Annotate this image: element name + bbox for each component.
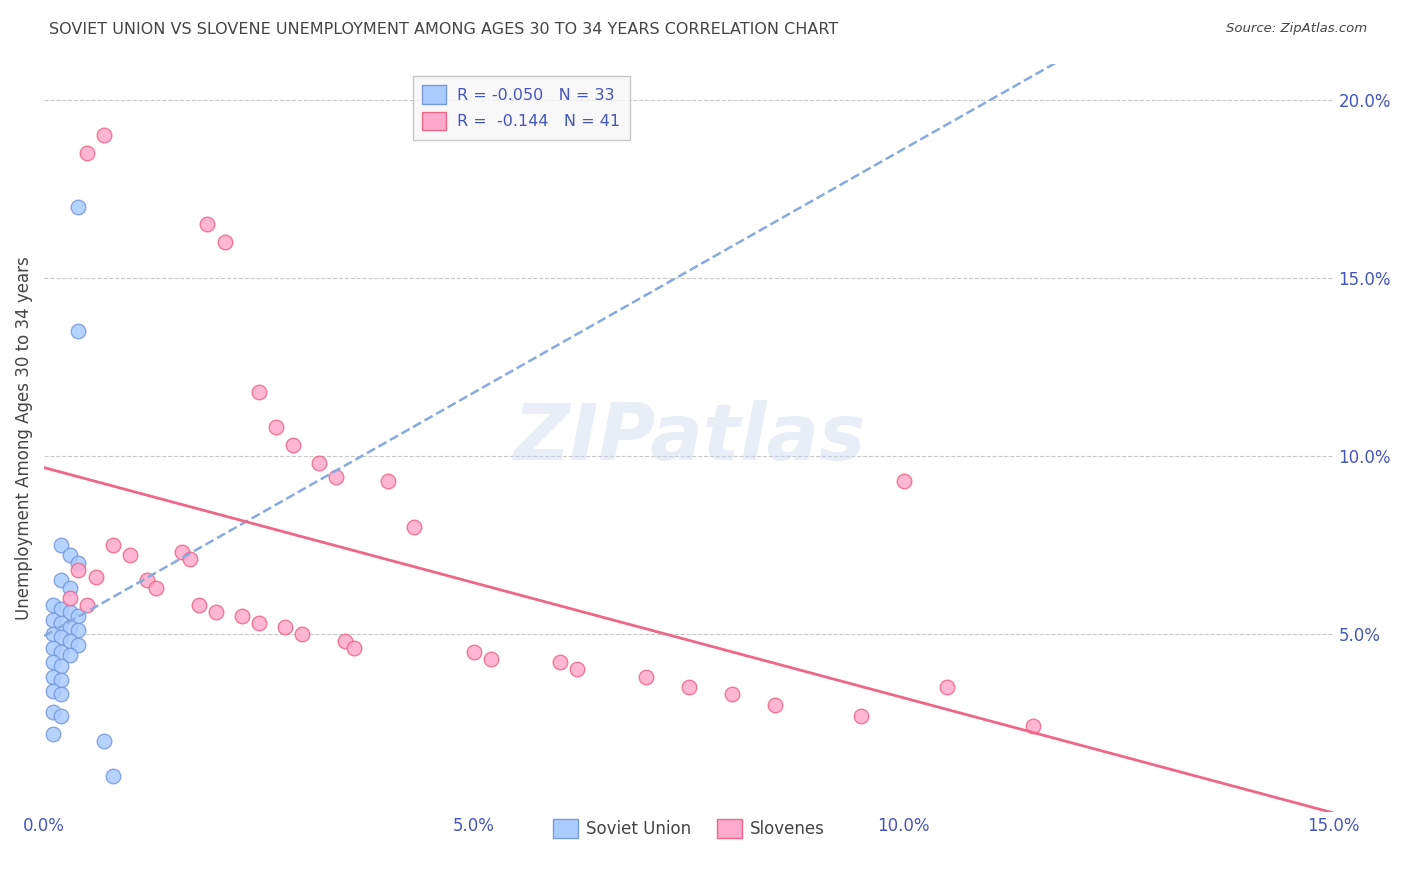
Point (763, 698, 786, 712)
Point (76, 599, 98, 613)
Point (51, 708, 73, 723)
Point (51, 602, 73, 616)
Point (291, 627, 314, 641)
Point (849, 708, 872, 723)
Point (231, 609, 253, 624)
Legend: Soviet Union, Slovenes: Soviet Union, Slovenes (547, 812, 831, 845)
Point (463, 645, 485, 659)
Point (721, 687, 744, 701)
Point (67, 638, 90, 652)
Text: SOVIET UNION VS SLOVENE UNEMPLOYMENT AMONG AGES 30 TO 34 YEARS CORRELATION CHART: SOVIET UNION VS SLOVENE UNEMPLOYMENT AMO… (49, 22, 838, 37)
Point (935, 680, 957, 694)
Point (59, 549, 82, 563)
Point (67, 556, 90, 570)
Point (51, 538, 73, 552)
Point (67, 324, 90, 338)
Point (59, 581, 82, 595)
Point (93, 733, 115, 747)
Point (179, 552, 201, 566)
Point (548, 656, 571, 670)
Point (247, 616, 270, 631)
Point (67, 200, 90, 214)
Point (41, 627, 63, 641)
Point (283, 438, 305, 452)
Point (84, 570, 107, 584)
Point (41, 641, 63, 656)
Point (41, 613, 63, 627)
Point (1022, 719, 1045, 733)
Point (93, 128, 115, 143)
Point (893, 474, 915, 488)
Point (59, 591, 82, 606)
Point (205, 606, 228, 620)
Point (41, 656, 63, 670)
Point (308, 456, 330, 470)
Point (247, 384, 270, 399)
Point (51, 673, 73, 687)
Point (479, 652, 502, 666)
Point (678, 680, 700, 694)
Point (274, 620, 297, 634)
Point (59, 620, 82, 634)
Point (59, 634, 82, 648)
Point (377, 474, 399, 488)
Point (51, 658, 73, 673)
Point (197, 217, 219, 231)
Point (76, 146, 98, 161)
Point (59, 606, 82, 620)
Point (41, 599, 63, 613)
Point (41, 683, 63, 698)
Point (120, 549, 142, 563)
Point (187, 599, 209, 613)
Point (41, 669, 63, 683)
Point (214, 235, 236, 249)
Point (325, 470, 347, 484)
Point (145, 581, 167, 595)
Point (264, 420, 287, 434)
Point (565, 662, 588, 676)
Text: ZIPatlas: ZIPatlas (513, 400, 865, 476)
Point (51, 645, 73, 659)
Y-axis label: Unemployment Among Ages 30 to 34 years: Unemployment Among Ages 30 to 34 years (15, 256, 32, 620)
Point (51, 574, 73, 588)
Point (136, 574, 159, 588)
Point (41, 726, 63, 740)
Point (51, 631, 73, 645)
Point (170, 545, 193, 559)
Point (59, 648, 82, 663)
Point (333, 634, 356, 648)
Point (51, 687, 73, 701)
Point (67, 624, 90, 638)
Point (342, 641, 364, 656)
Text: Source: ZipAtlas.com: Source: ZipAtlas.com (1226, 22, 1367, 36)
Point (402, 520, 425, 534)
Point (101, 538, 124, 552)
Point (101, 769, 124, 783)
Point (67, 609, 90, 624)
Point (634, 669, 657, 683)
Point (67, 563, 90, 577)
Point (51, 616, 73, 631)
Point (41, 705, 63, 719)
